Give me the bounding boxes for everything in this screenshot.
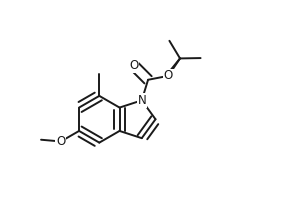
Text: O: O — [129, 59, 138, 72]
Text: N: N — [137, 94, 146, 107]
Text: O: O — [164, 69, 173, 82]
Text: O: O — [56, 135, 65, 148]
